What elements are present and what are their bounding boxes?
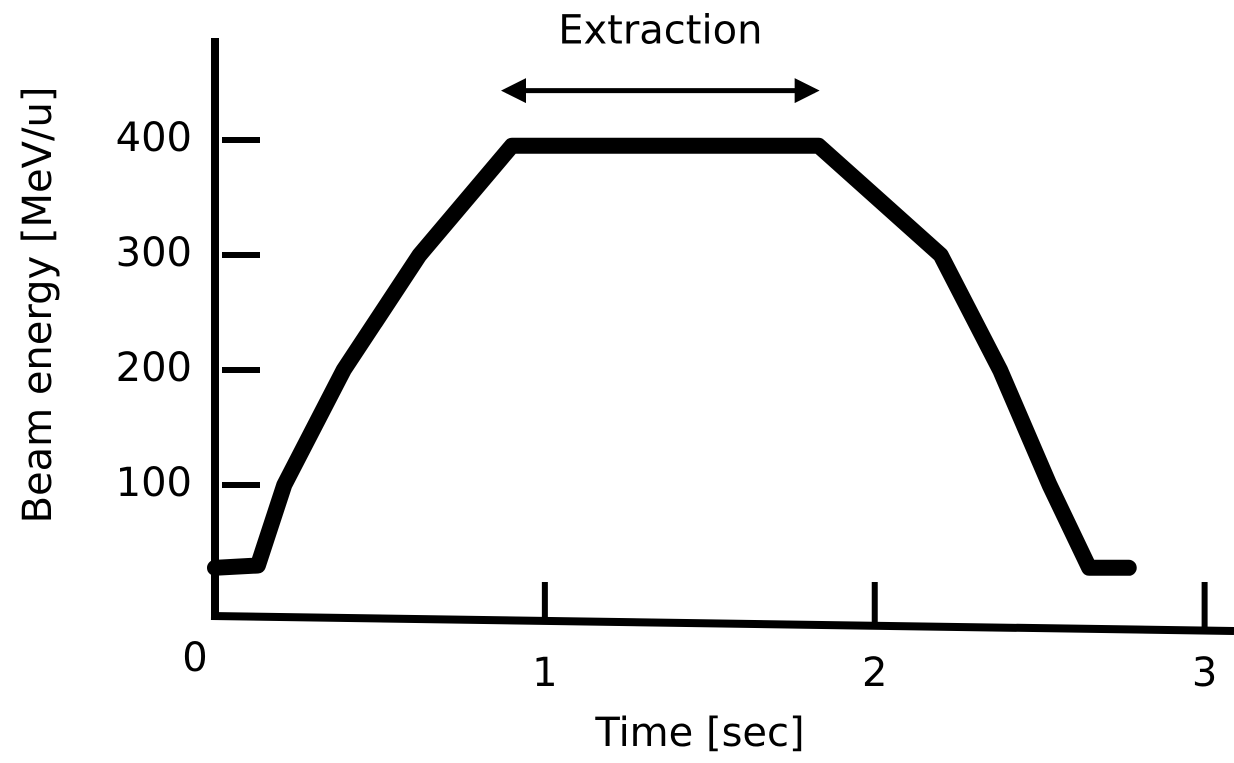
x-tick-label: 0 [182,635,207,681]
y-tick-label: 400 [116,115,192,161]
x-axis [210,612,1234,635]
x-tick-label: 1 [532,650,557,696]
y-axis-label: Beam energy [MeV/u] [15,87,61,524]
y-tick-label: 200 [116,345,192,391]
y-tick-label: 300 [116,230,192,276]
x-axis-label: Time [sec] [594,710,804,756]
x-tick-label: 3 [1192,650,1217,696]
annotation-label: Extraction [558,8,762,54]
line [207,137,1137,576]
y-tick-label: 100 [116,460,192,506]
x-tick-label: 2 [862,650,887,696]
